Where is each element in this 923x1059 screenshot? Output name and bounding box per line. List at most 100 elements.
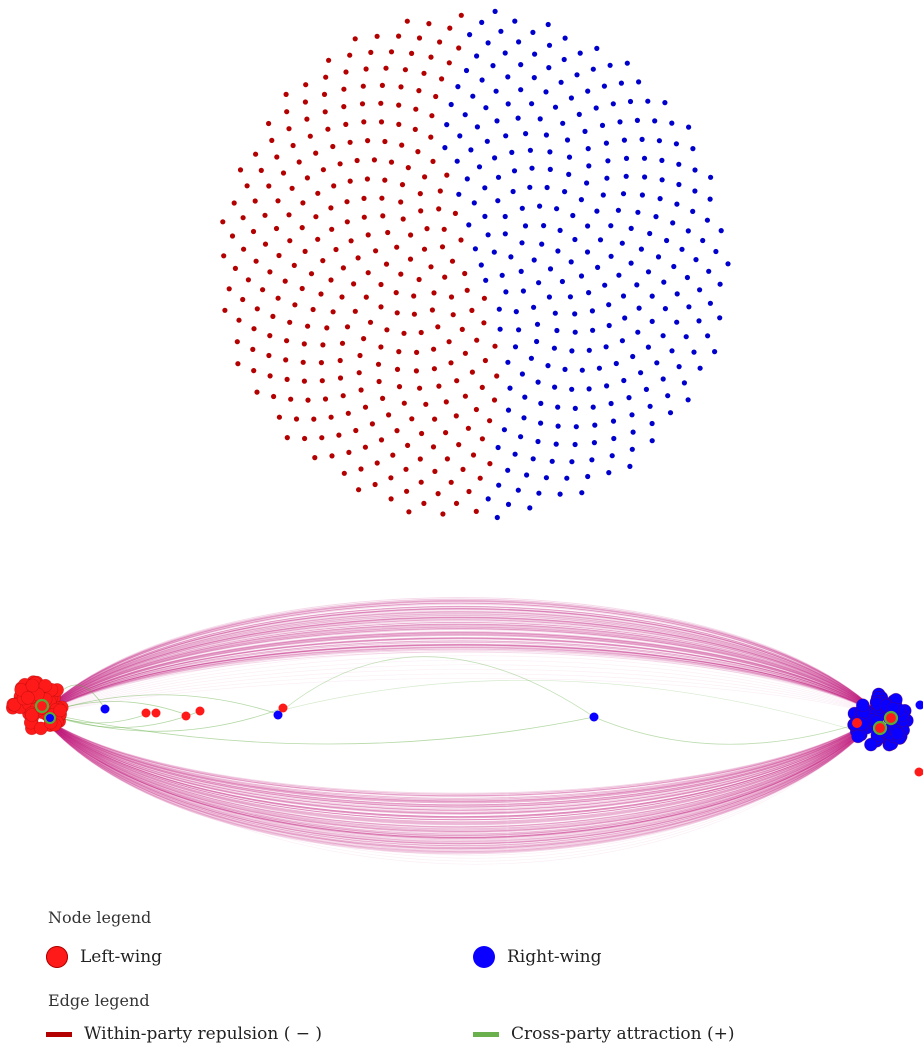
right-wing-node [523,131,528,136]
left-wing-node [300,225,305,230]
right-wing-node [634,282,639,287]
right-wing-node [594,46,599,51]
right-wing-node [636,79,641,84]
right-wing-node [597,366,602,371]
right-wing-node [712,349,717,354]
right-wing-node [560,279,565,284]
right-wing-node [621,293,626,298]
left-wing-node [419,480,424,485]
right-wing-node [631,430,636,435]
right-wing-node [562,367,567,372]
right-wing-node [650,421,655,426]
right-wing-node [620,241,625,246]
right-wing-node [698,366,703,371]
right-wing-node [594,105,599,110]
left-wing-node [454,501,459,506]
left-wing-node [274,226,279,231]
right-wing-node [468,147,473,152]
right-wing-node [604,344,609,349]
left-wing-node [458,237,463,242]
left-wing-node [456,45,461,50]
left-wing-node [413,127,418,132]
left-wing-node [885,712,897,724]
left-wing-node [233,266,238,271]
right-wing-node [622,138,627,143]
right-wing-node [585,474,590,479]
left-wing-node [266,183,271,188]
left-wing-node [432,469,437,474]
right-wing-node [582,129,587,134]
right-wing-node [628,99,633,104]
right-wing-node [629,261,634,266]
right-wing-node [584,180,589,185]
left-wing-node [474,338,479,343]
left-wing-node [250,347,255,352]
right-wing-node [606,470,611,475]
left-wing-node [418,456,423,461]
right-wing-node [569,95,574,100]
left-wing-node [478,476,483,481]
right-wing-node [569,387,574,392]
left-wing-node [474,407,479,412]
right-wing-node [493,9,498,14]
left-wing-node [482,296,487,301]
left-wing-node [487,418,492,423]
left-wing-node [357,353,362,358]
left-wing-node [421,71,426,76]
left-wing-node [315,237,320,242]
right-wing-node [496,175,501,180]
right-wing-node [474,53,479,58]
left-wing-node [419,431,424,436]
right-wing-node [509,150,514,155]
right-wing-node [554,206,559,211]
right-wing-node [554,442,559,447]
right-wing-node [676,182,681,187]
right-wing-node [692,167,697,172]
left-wing-node [267,269,272,274]
right-wing-node [693,257,698,262]
right-wing-node [602,283,607,288]
right-wing-node [579,273,584,278]
left-wing-node [379,196,384,201]
right-wing-node [700,238,705,243]
left-wing-node [302,436,307,441]
left-wing-node [376,362,381,367]
left-wing-node [263,242,268,247]
right-wing-node [531,305,536,310]
right-wing-node [547,43,552,48]
left-wing-node [262,213,267,218]
left-wing-node [375,34,380,39]
right-wing-node [592,440,597,445]
right-wing-node [607,323,612,328]
left-wing-node [357,370,362,375]
left-wing-node [285,435,290,440]
right-wing-node [444,122,449,127]
right-wing-node [502,427,507,432]
left-wing-node [417,386,422,391]
left-wing-node [342,471,347,476]
right-wing-node [619,81,624,86]
right-wing-node [558,228,563,233]
left-wing-node [414,350,419,355]
right-wing-node [482,214,487,219]
right-wing-node [523,223,528,228]
right-wing-node [568,294,573,299]
left-wing-node [254,390,259,395]
left-wing-node [220,219,225,224]
right-wing-node [465,176,470,181]
right-wing-node [573,330,578,335]
left-wing-node [390,453,395,458]
left-wing-node [364,66,369,71]
right-wing-node [521,288,526,293]
left-wing-node [463,394,468,399]
right-wing-node [659,158,664,163]
left-wing-node [320,378,325,383]
right-wing-node [535,322,540,327]
left-wing-node [398,199,403,204]
left-wing-node [481,320,486,325]
left-wing-node [319,435,324,440]
right-wing-node [627,464,632,469]
left-wing-node [444,399,449,404]
left-wing-node [422,174,427,179]
left-wing-node [305,324,310,329]
